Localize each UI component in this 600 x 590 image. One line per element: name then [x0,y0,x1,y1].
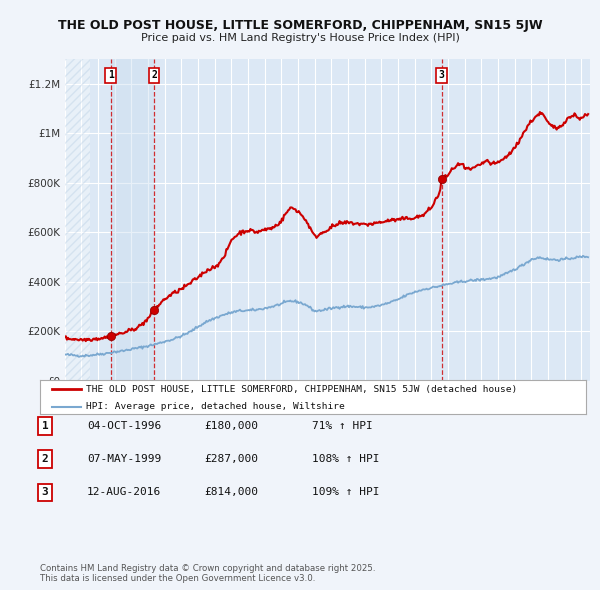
Text: £814,000: £814,000 [204,487,258,497]
Text: THE OLD POST HOUSE, LITTLE SOMERFORD, CHIPPENHAM, SN15 5JW: THE OLD POST HOUSE, LITTLE SOMERFORD, CH… [58,19,542,32]
Text: 109% ↑ HPI: 109% ↑ HPI [312,487,380,497]
Text: 3: 3 [439,70,445,80]
Bar [65,59,90,381]
Text: Contains HM Land Registry data © Crown copyright and database right 2025.
This d: Contains HM Land Registry data © Crown c… [40,563,376,583]
Text: 71% ↑ HPI: 71% ↑ HPI [312,421,373,431]
Text: 2: 2 [151,70,157,80]
Text: 3: 3 [41,487,49,497]
Text: THE OLD POST HOUSE, LITTLE SOMERFORD, CHIPPENHAM, SN15 5JW (detached house): THE OLD POST HOUSE, LITTLE SOMERFORD, CH… [86,385,517,394]
Text: 07-MAY-1999: 07-MAY-1999 [87,454,161,464]
Text: Price paid vs. HM Land Registry's House Price Index (HPI): Price paid vs. HM Land Registry's House … [140,33,460,43]
Text: 1: 1 [108,70,114,80]
Text: 04-OCT-1996: 04-OCT-1996 [87,421,161,431]
Text: 108% ↑ HPI: 108% ↑ HPI [312,454,380,464]
Bar [111,59,154,381]
Text: 2: 2 [41,454,49,464]
Text: £180,000: £180,000 [204,421,258,431]
Text: 12-AUG-2016: 12-AUG-2016 [87,487,161,497]
Text: £287,000: £287,000 [204,454,258,464]
Text: HPI: Average price, detached house, Wiltshire: HPI: Average price, detached house, Wilt… [86,402,344,411]
Text: 1: 1 [41,421,49,431]
